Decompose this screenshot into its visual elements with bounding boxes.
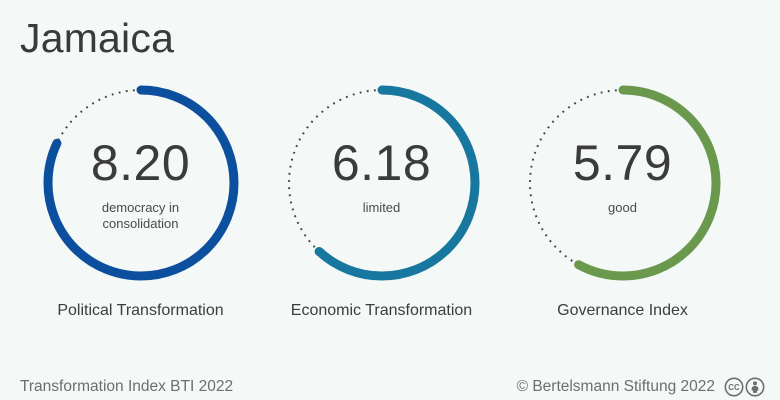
gauge-arc bbox=[284, 85, 479, 281]
gauge-ring: 6.18 limited bbox=[280, 81, 484, 285]
gauge-label: Governance Index bbox=[557, 301, 688, 319]
copyright-block: © Bertelsmann Stiftung 2022 CC bbox=[517, 377, 765, 397]
gauge-ring: 5.79 good bbox=[521, 81, 725, 285]
page-title: Jamaica bbox=[20, 15, 175, 61]
gauge-arc bbox=[43, 85, 238, 281]
cc-icon[interactable]: CC bbox=[724, 377, 744, 397]
svg-text:CC: CC bbox=[728, 383, 740, 392]
gauge-political-transformation[interactable]: 8.20 democracy in consolidation Politica… bbox=[20, 81, 261, 320]
copyright-label: © Bertelsmann Stiftung 2022 bbox=[516, 378, 715, 395]
gauge-ring: 8.20 democracy in consolidation bbox=[39, 81, 243, 285]
gauge-label: Economic Transformation bbox=[290, 301, 473, 319]
gauge-arc bbox=[525, 85, 720, 281]
bti-country-scorecard: Jamaica 8.20 democracy in consolidation … bbox=[0, 15, 780, 400]
source-label: Transformation Index BTI 2022 bbox=[20, 378, 234, 395]
license-icons: CC bbox=[724, 377, 765, 397]
gauge-label: Political Transformation bbox=[57, 301, 224, 319]
gauge-governance-index[interactable]: 5.79 good Governance Index bbox=[502, 81, 743, 320]
footer: Transformation Index BTI 2022 © Bertelsm… bbox=[20, 377, 765, 397]
cc-by-icon[interactable] bbox=[745, 377, 765, 397]
gauge-economic-transformation[interactable]: 6.18 limited Economic Transformation bbox=[261, 81, 502, 320]
gauges-row: 8.20 democracy in consolidation Politica… bbox=[0, 81, 780, 320]
